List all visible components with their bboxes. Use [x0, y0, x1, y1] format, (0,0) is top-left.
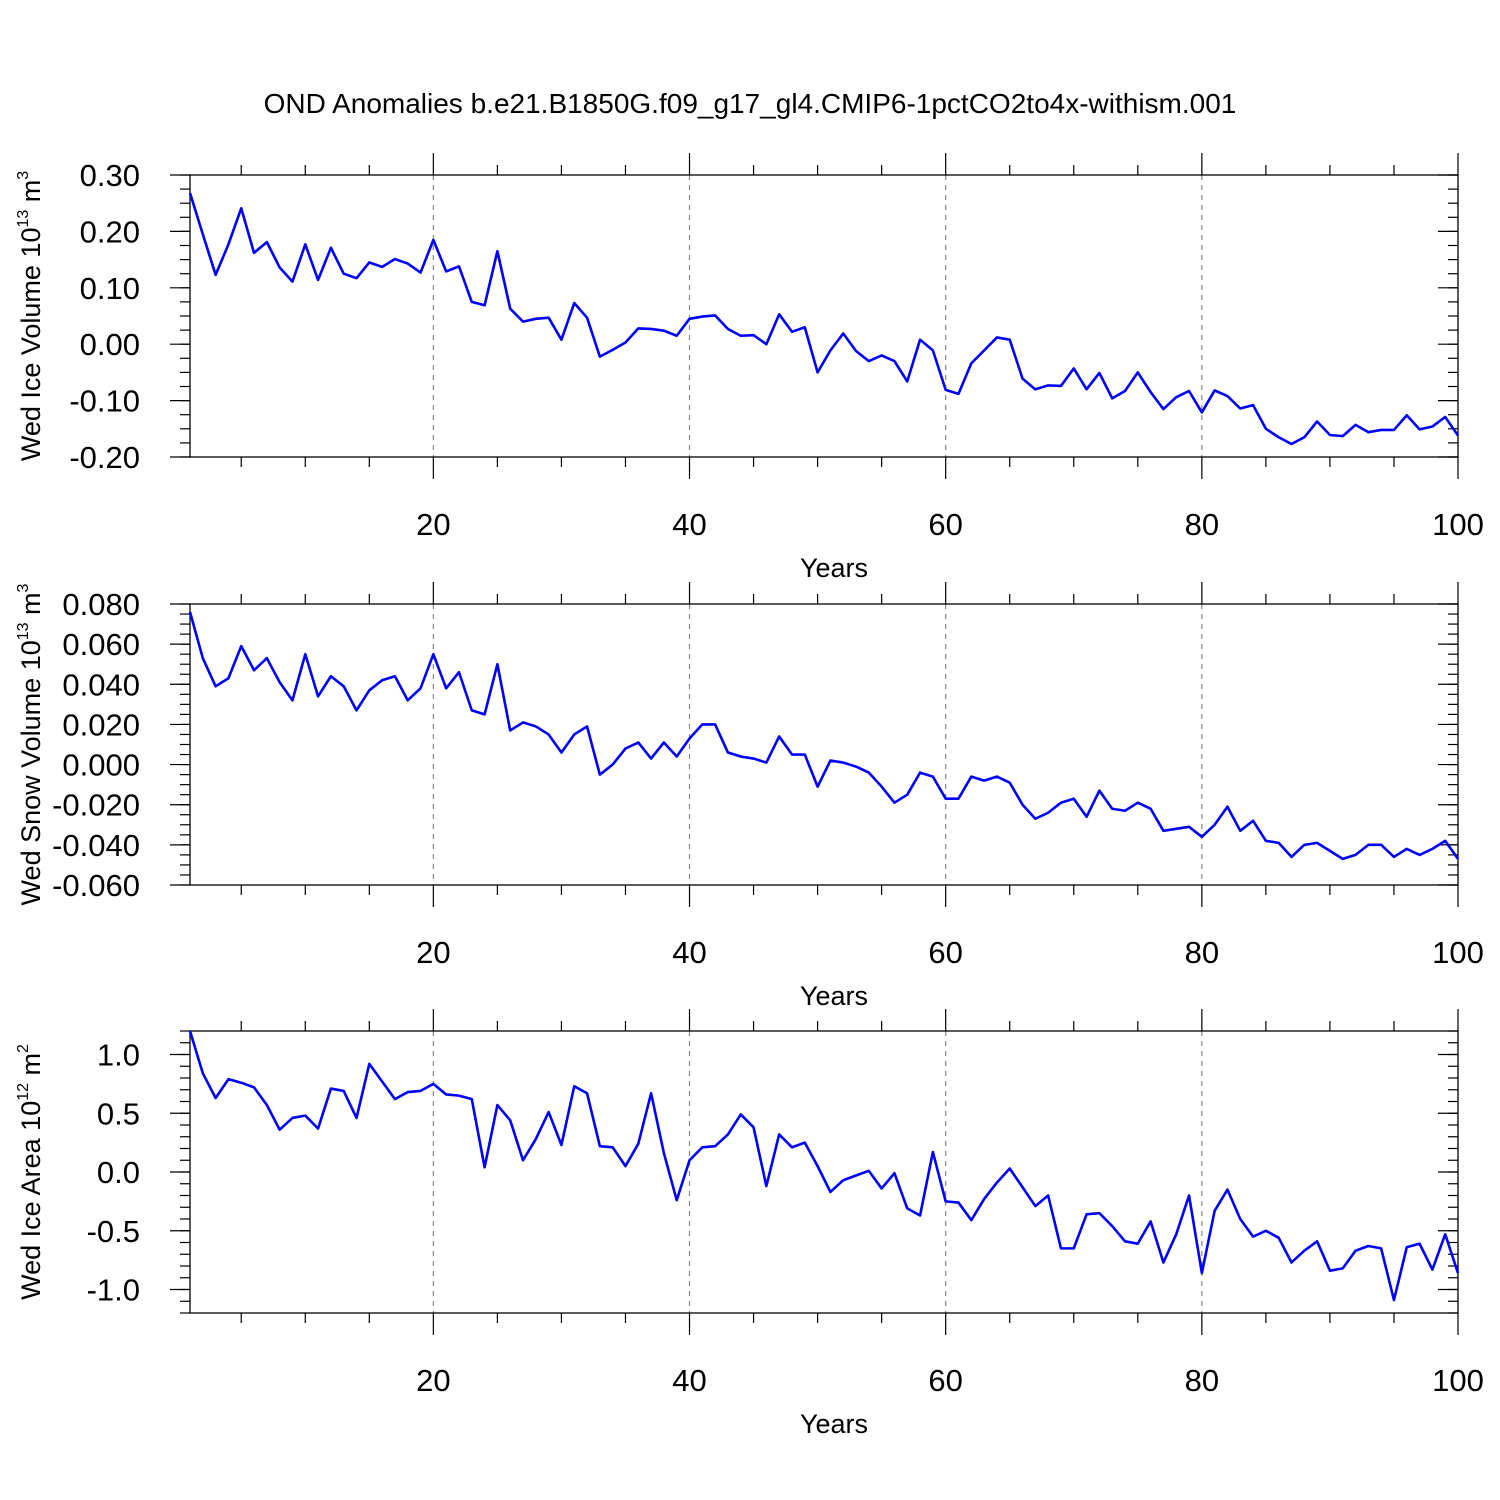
y-axis-label: Wed Ice Volume 1013 m3 — [15, 171, 46, 461]
plot-frame — [189, 174, 1459, 458]
y-axis-label: Wed Snow Volume 1013 m3 — [15, 583, 46, 905]
y-tick-label: 0.0 — [97, 1155, 140, 1190]
x-tick-label: 60 — [928, 935, 962, 970]
y-axis-label-part: Wed Snow Volume 10 — [16, 640, 46, 905]
y-tick-label: -0.10 — [69, 384, 140, 419]
x-tick-label: 40 — [672, 1363, 706, 1398]
panel-ice-volume: 20 40 60 80 100 -0.20 -0.10 0.00 0.10 0.20 0.30 Yea… — [15, 153, 1484, 583]
x-axis-label: Years — [800, 981, 868, 1011]
panel-ice-area: 20 40 60 80 100 -1.0 -0.5 0.0 0.5 1.0 Years Wed Ice… — [15, 1009, 1484, 1439]
y-axis-label-part: m — [16, 592, 46, 622]
plot-frame — [189, 1030, 1459, 1314]
x-tick-label: 20 — [416, 1363, 450, 1398]
y-tick-label: -0.060 — [52, 868, 140, 903]
y-axis-label-part: m — [16, 180, 46, 210]
x-tick-label: 20 — [416, 935, 450, 970]
y-axis-label-part: m — [16, 1053, 46, 1083]
figure-title: OND Anomalies b.e21.B1850G.f09_g17_gl4.C… — [264, 88, 1237, 119]
y-tick-label: 0.040 — [62, 667, 140, 702]
x-tick-label: 20 — [416, 507, 450, 542]
x-axis-label: Years — [800, 1409, 868, 1439]
series-line — [188, 611, 1460, 861]
y-axis-label-exponent: 13 — [15, 622, 32, 640]
y-axis-label-exponent: 12 — [15, 1083, 32, 1101]
y-tick-label: -1.0 — [87, 1273, 140, 1308]
y-tick-label: 0.20 — [80, 214, 140, 249]
y-tick-label: -0.040 — [52, 828, 140, 863]
y-tick-label: 0.10 — [80, 271, 140, 306]
y-tick-label: 1.0 — [97, 1038, 140, 1073]
x-tick-label: 60 — [928, 507, 962, 542]
x-tick-label: 80 — [1185, 1363, 1219, 1398]
y-tick-label: 0.30 — [80, 158, 140, 193]
y-axis-label-part: Wed Ice Area 10 — [16, 1101, 46, 1300]
x-tick-label: 40 — [672, 507, 706, 542]
y-axis-label-exponent: 3 — [15, 171, 32, 180]
y-tick-label: 0.000 — [62, 748, 140, 783]
y-tick-label: -0.020 — [52, 788, 140, 823]
x-tick-label: 80 — [1185, 507, 1219, 542]
x-axis-label: Years — [800, 553, 868, 583]
x-tick-label: 80 — [1185, 935, 1219, 970]
plot-frame — [189, 603, 1459, 886]
panel-snow-volume: 20 40 60 80 100 -0.060 -0.040 -0.020 0.000 0.020 0… — [15, 582, 1484, 1011]
y-axis-label-part: Wed Ice Volume 10 — [16, 228, 46, 462]
y-tick-label: 0.080 — [62, 587, 140, 622]
y-tick-label: -0.20 — [69, 440, 140, 475]
x-tick-label: 100 — [1432, 507, 1484, 542]
x-tick-label: 40 — [672, 935, 706, 970]
y-tick-label: 0.00 — [80, 327, 140, 362]
y-tick-label: 0.5 — [97, 1096, 140, 1131]
y-axis-label: Wed Ice Area 1012 m2 — [15, 1044, 46, 1300]
x-tick-label: 100 — [1432, 935, 1484, 970]
y-tick-label: -0.5 — [87, 1214, 140, 1249]
y-axis-label-exponent: 2 — [15, 1044, 32, 1053]
y-tick-label: 0.060 — [62, 627, 140, 662]
x-tick-label: 60 — [928, 1363, 962, 1398]
y-tick-label: 0.020 — [62, 707, 140, 742]
series-line — [188, 192, 1460, 446]
y-axis-label-exponent: 13 — [15, 210, 32, 228]
x-tick-label: 100 — [1432, 1363, 1484, 1398]
y-axis-label-exponent: 3 — [15, 583, 32, 592]
series-line — [188, 1030, 1460, 1302]
